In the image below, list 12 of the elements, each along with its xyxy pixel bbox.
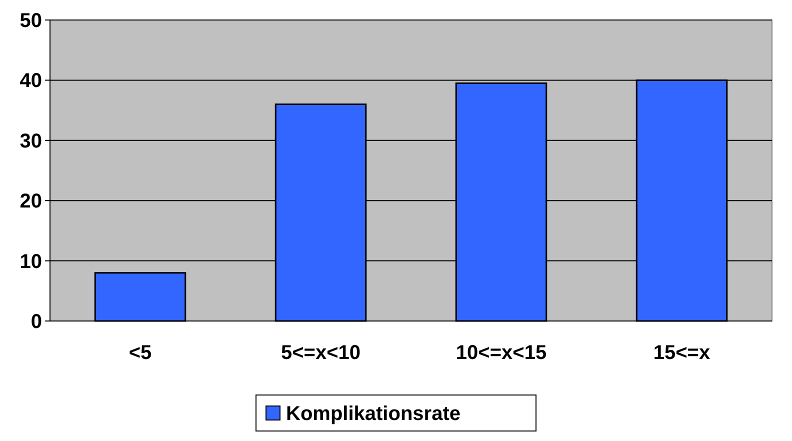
y-tick-label: 30 <box>20 130 42 152</box>
x-tick-label: 5<=x<10 <box>280 342 361 364</box>
x-tick-label: 10<=x<15 <box>456 342 547 364</box>
y-tick-label: 20 <box>20 190 42 213</box>
y-tick-label: 0 <box>30 311 42 333</box>
x-tick-label: 15<=x <box>653 342 710 364</box>
bar <box>94 272 186 322</box>
legend-label: Komplikationsrate <box>286 403 460 425</box>
x-tick-label: <5 <box>128 342 152 364</box>
y-tick-label: 10 <box>20 250 42 273</box>
y-tick-label: 40 <box>20 70 42 92</box>
y-tick-label: 50 <box>20 10 42 32</box>
